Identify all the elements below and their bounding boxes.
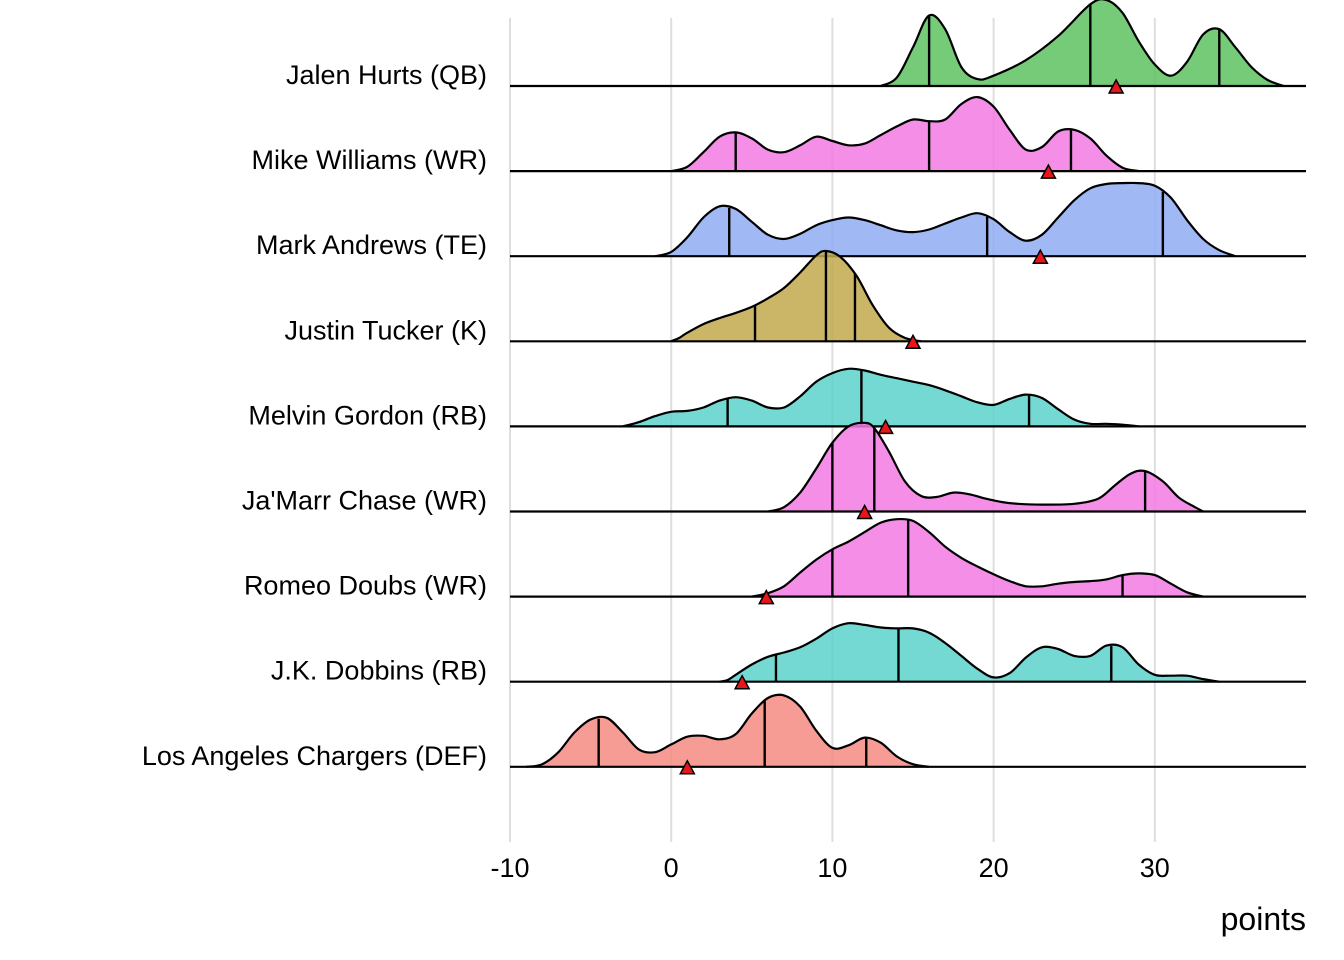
density-fill (671, 97, 1139, 172)
density-fill (671, 250, 922, 342)
player-label: Jalen Hurts (QB) (286, 60, 487, 90)
density-outline (525, 693, 930, 768)
density-outline (880, 0, 1285, 88)
marker-triangle (856, 503, 873, 520)
player-label: Melvin Gordon (RB) (248, 400, 487, 430)
marker-triangle (904, 333, 922, 350)
ridge-3 (510, 249, 1306, 350)
x-axis-title: points (1221, 901, 1306, 937)
ridge-0 (510, 0, 1306, 94)
player-labels: Jalen Hurts (QB) Mike Williams (WR) Mark A… (142, 60, 487, 771)
ridge-2 (510, 181, 1306, 264)
density-outline (670, 249, 922, 343)
density-outline (751, 517, 1204, 598)
x-tick-label: 0 (664, 853, 679, 883)
density-outline (670, 95, 1139, 173)
ridge-8 (510, 693, 1306, 775)
player-label: Mark Andrews (TE) (256, 230, 487, 260)
density-outline (654, 181, 1236, 258)
density-fill (767, 422, 1204, 512)
x-axis-ticks: -10 0 10 20 30 (490, 853, 1169, 883)
marker-triangle (877, 418, 894, 435)
x-tick-label: 20 (979, 853, 1009, 883)
player-label: Mike Williams (WR) (252, 145, 487, 175)
marker-triangle (758, 589, 775, 605)
ridge-1 (510, 95, 1306, 179)
density-fill (622, 368, 1139, 427)
ridge-6 (510, 517, 1306, 605)
marker-triangle (1032, 248, 1049, 264)
ridges (510, 0, 1306, 775)
marker-triangle (733, 674, 751, 690)
ridge-4 (510, 367, 1306, 435)
marker-triangle (1040, 163, 1057, 179)
x-tick-label: -10 (490, 853, 529, 883)
density-fill (526, 694, 930, 767)
ridge-7 (510, 621, 1306, 690)
x-tick-label: 10 (817, 853, 847, 883)
player-label: Ja'Marr Chase (WR) (242, 486, 487, 516)
density-fill (719, 623, 1220, 682)
x-tick-label: 30 (1140, 853, 1170, 883)
density-fill (880, 0, 1284, 86)
ridge-5 (510, 421, 1306, 520)
marker-triangle (1107, 78, 1125, 94)
player-label: Justin Tucker (K) (284, 315, 487, 345)
player-label: Los Angeles Chargers (DEF) (142, 741, 487, 771)
density-outline (767, 421, 1204, 513)
marker-triangle (679, 759, 696, 775)
player-label: Romeo Doubs (WR) (244, 571, 487, 601)
player-label: J.K. Dobbins (RB) (271, 656, 487, 686)
density-fill (655, 182, 1236, 257)
density-outline (622, 367, 1139, 428)
density-outline (719, 621, 1220, 683)
density-fill (751, 519, 1204, 597)
